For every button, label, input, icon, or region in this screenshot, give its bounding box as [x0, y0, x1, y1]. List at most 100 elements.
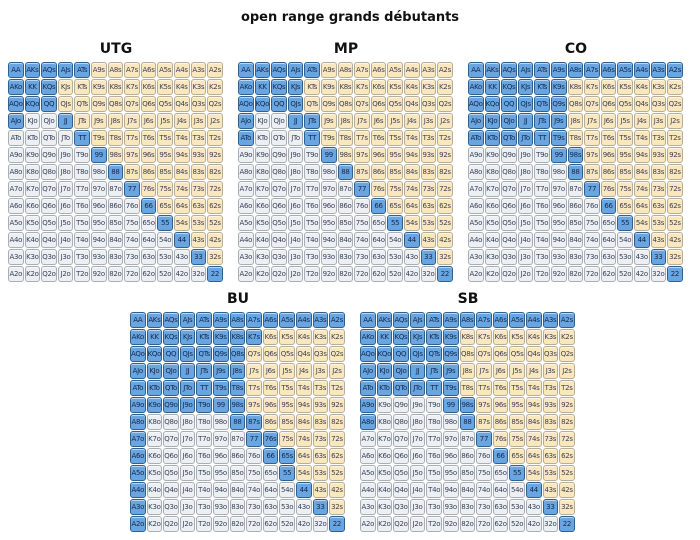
hand-cell-Q2s: Q2s: [329, 346, 345, 362]
hand-cell-AA: AA: [360, 312, 376, 328]
hand-cell-64o: 64o: [370, 232, 387, 248]
hand-cell-73s: 73s: [420, 181, 437, 197]
hand-cell-A9o: A9o: [468, 147, 484, 163]
hand-cell-QTo: QTo: [501, 130, 517, 146]
hand-cell-K9o: K9o: [254, 147, 271, 163]
hand-cell-75o: 75o: [354, 215, 370, 231]
hand-cell-AQs: AQs: [501, 62, 517, 78]
hand-cell-K6s: K6s: [140, 79, 157, 95]
hand-cell-93s: 93s: [312, 397, 329, 413]
hand-cell-A8s: A8s: [459, 312, 476, 328]
hand-cell-88: 88: [107, 164, 124, 180]
hand-cell-K7s: K7s: [246, 329, 262, 345]
hand-cell-64s: 64s: [295, 448, 312, 464]
hand-cell-75s: 75s: [157, 181, 173, 197]
hand-cell-T7s: T7s: [354, 130, 370, 146]
hand-cell-Q9s: Q9s: [90, 96, 107, 112]
hand-cell-TT: TT: [426, 380, 442, 396]
hand-cell-53s: 53s: [420, 215, 437, 231]
hand-cell-53o: 53o: [617, 249, 633, 265]
hand-cell-88: 88: [567, 164, 584, 180]
hand-cell-T7o: T7o: [426, 431, 442, 447]
hand-cell-KQo: KQo: [254, 96, 271, 112]
hand-cell-92o: 92o: [550, 266, 567, 282]
hand-cell-AA: AA: [468, 62, 484, 78]
hand-cell-43s: 43s: [542, 482, 559, 498]
hand-cell-K6s: K6s: [492, 329, 509, 345]
hand-cell-AJs: AJs: [409, 312, 426, 328]
hand-cell-86s: 86s: [370, 164, 387, 180]
hand-cell-94o: 94o: [442, 482, 459, 498]
hand-cell-J4o: J4o: [179, 482, 196, 498]
hand-cell-KJs: KJs: [179, 329, 196, 345]
hand-cell-J2s: J2s: [207, 113, 223, 129]
hand-cell-44: 44: [173, 232, 190, 248]
hand-cell-93o: 93o: [442, 499, 459, 515]
hand-cell-AKs: AKs: [24, 62, 41, 78]
hand-cell-K9o: K9o: [24, 147, 41, 163]
hand-cell-AQo: AQo: [360, 346, 376, 362]
hand-cell-A7o: A7o: [468, 181, 484, 197]
hand-cell-97s: 97s: [476, 397, 492, 413]
hand-cell-T8o: T8o: [304, 164, 320, 180]
hand-cell-KTo: KTo: [376, 380, 393, 396]
hand-cell-85o: 85o: [459, 465, 476, 481]
hand-cell-22: 22: [559, 516, 575, 532]
hand-cell-T5s: T5s: [279, 380, 295, 396]
hand-cell-J7s: J7s: [246, 363, 262, 379]
hand-cell-62s: 62s: [207, 198, 223, 214]
hand-cell-88: 88: [229, 414, 246, 430]
hand-cell-86s: 86s: [262, 414, 279, 430]
hand-cell-J2s: J2s: [437, 113, 453, 129]
hand-cell-A5o: A5o: [360, 465, 376, 481]
hand-cell-65s: 65s: [387, 198, 403, 214]
hand-cell-JTo: JTo: [409, 380, 426, 396]
hand-cell-82s: 82s: [207, 164, 223, 180]
hand-cell-97o: 97o: [550, 181, 567, 197]
hand-cell-J9o: J9o: [517, 147, 534, 163]
hand-cell-QQ: QQ: [501, 96, 517, 112]
hand-cell-Q6o: Q6o: [393, 448, 409, 464]
hand-cell-A2o: A2o: [130, 516, 146, 532]
hand-cell-Q8o: Q8o: [271, 164, 287, 180]
hand-cell-K7s: K7s: [584, 79, 600, 95]
hand-cell-76o: 76o: [124, 198, 140, 214]
hand-cell-QTs: QTs: [74, 96, 90, 112]
hand-cell-99: 99: [550, 147, 567, 163]
hand-cell-A5o: A5o: [8, 215, 24, 231]
hand-cell-54o: 54o: [157, 232, 173, 248]
hand-cell-96s: 96s: [262, 397, 279, 413]
hand-cell-A2s: A2s: [667, 62, 683, 78]
hand-cell-87o: 87o: [107, 181, 124, 197]
hand-cell-T8s: T8s: [229, 380, 246, 396]
hand-cell-32s: 32s: [667, 249, 683, 265]
hand-cell-J4o: J4o: [409, 482, 426, 498]
hand-cell-63s: 63s: [542, 448, 559, 464]
hand-cell-K3s: K3s: [420, 79, 437, 95]
hand-cell-K5s: K5s: [617, 79, 633, 95]
hand-cell-QQ: QQ: [163, 346, 179, 362]
hand-cell-83o: 83o: [107, 249, 124, 265]
hand-cell-KQs: KQs: [271, 79, 287, 95]
hand-cell-K8o: K8o: [146, 414, 163, 430]
hand-cell-A8o: A8o: [130, 414, 146, 430]
hand-cell-K5s: K5s: [509, 329, 525, 345]
hand-cell-J2o: J2o: [409, 516, 426, 532]
hand-cell-JTo: JTo: [517, 130, 534, 146]
hand-cell-T7o: T7o: [534, 181, 550, 197]
hand-cell-J8o: J8o: [179, 414, 196, 430]
hand-cell-A5s: A5s: [157, 62, 173, 78]
hand-cell-A9o: A9o: [130, 397, 146, 413]
hand-cell-86s: 86s: [140, 164, 157, 180]
hand-cell-TT: TT: [196, 380, 212, 396]
hand-cell-42s: 42s: [207, 232, 223, 248]
range-board-utg: UTG AA AKs AQs AJs ATs A9s A8s A7s A6s A5s A4s A3s A…: [8, 40, 224, 282]
hand-cell-ATo: ATo: [360, 380, 376, 396]
hand-cell-JTo: JTo: [57, 130, 74, 146]
hand-cell-83o: 83o: [229, 499, 246, 515]
hand-cell-87s: 87s: [476, 414, 492, 430]
hand-cell-85o: 85o: [229, 465, 246, 481]
hand-cell-KJs: KJs: [409, 329, 426, 345]
hand-cell-A3s: A3s: [420, 62, 437, 78]
hand-cell-AA: AA: [8, 62, 24, 78]
